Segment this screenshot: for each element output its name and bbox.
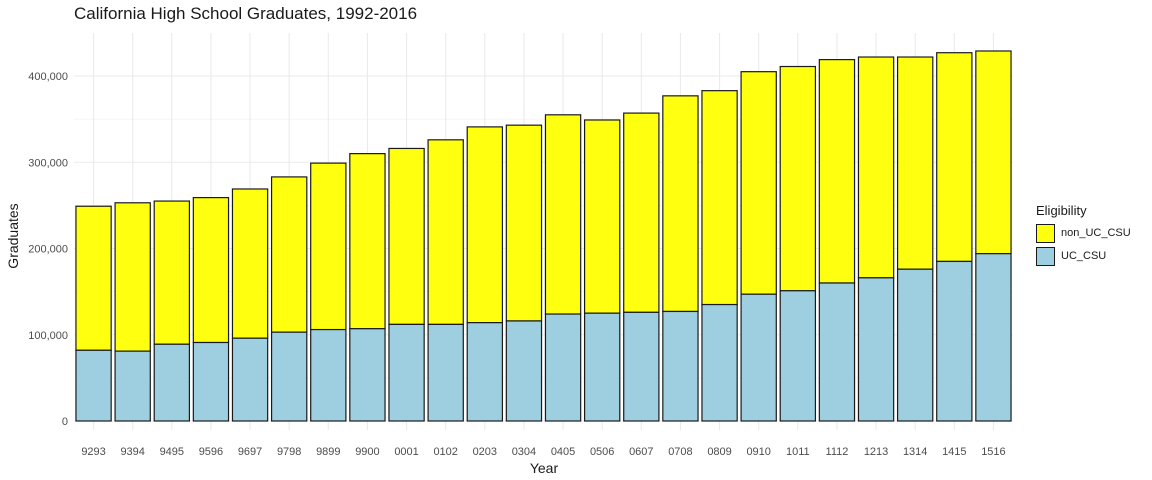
x-tick-label: 9899 (316, 446, 340, 458)
bar-non-uc-csu (544, 114, 582, 315)
bar-uc-csu (857, 277, 895, 422)
legend-item-non-uc-csu: non_UC_CSU (1036, 222, 1146, 244)
y-tick-label: 400,000 (28, 71, 68, 83)
x-tick-label: 9293 (81, 446, 105, 458)
chart-title: California High School Graduates, 1992-2… (74, 4, 418, 23)
bar-non-uc-csu (857, 56, 895, 279)
bar-non-uc-csu (231, 188, 269, 339)
bar-uc-csu (192, 341, 230, 422)
bar-non-uc-csu (896, 56, 934, 270)
bar-uc-csu (818, 282, 856, 422)
x-tick-label: 9798 (277, 446, 301, 458)
bar-non-uc-csu (701, 90, 738, 306)
x-tick-label: 0708 (668, 446, 692, 458)
x-tick-label: 0506 (590, 446, 614, 458)
bar-uc-csu (349, 328, 386, 422)
y-axis-title: Graduates (5, 203, 21, 268)
bar-non-uc-csu (270, 176, 308, 333)
legend-key-uc-csu (1036, 246, 1055, 266)
x-tick-label: 0910 (746, 446, 770, 458)
legend-item-uc-csu: UC_CSU (1036, 245, 1146, 267)
y-tick-label: 300,000 (28, 157, 68, 169)
bar-non-uc-csu (662, 95, 699, 313)
bar-uc-csu (466, 322, 504, 422)
x-tick-label: 1415 (942, 446, 966, 458)
x-tick-label: 0102 (433, 446, 457, 458)
bar-uc-csu (231, 337, 269, 422)
x-tick-label: 0304 (512, 446, 536, 458)
bar-non-uc-csu (779, 65, 817, 292)
bar-uc-csu (427, 323, 464, 422)
x-tick-label: 1011 (786, 446, 810, 458)
bar-uc-csu (505, 320, 543, 422)
x-tick-label: 1314 (903, 446, 927, 458)
bar-uc-csu (975, 253, 1012, 422)
bar-non-uc-csu (388, 147, 425, 325)
y-tick-label: 200,000 (28, 244, 68, 256)
legend-label-non-uc-csu: non_UC_CSU (1061, 227, 1131, 239)
legend: Eligibility non_UC_CSU UC_CSU (1036, 203, 1146, 268)
bar-uc-csu (75, 349, 112, 422)
bar-non-uc-csu (505, 124, 543, 322)
x-tick-label: 9495 (160, 446, 184, 458)
bar-uc-csu (544, 313, 582, 422)
bar-uc-csu (388, 323, 425, 422)
x-axis-title: Year (530, 460, 559, 476)
bar-uc-csu (779, 290, 817, 422)
bar-uc-csu (623, 311, 660, 422)
x-tick-label: 0809 (707, 446, 731, 458)
legend-title: Eligibility (1036, 203, 1087, 218)
bar-non-uc-csu (114, 202, 151, 352)
bar-uc-csu (583, 312, 621, 422)
bar-uc-csu (153, 343, 191, 422)
bar-uc-csu (114, 350, 151, 422)
bar-non-uc-csu (192, 197, 230, 344)
bar-non-uc-csu (427, 139, 464, 325)
bar-uc-csu (310, 328, 347, 422)
bar-uc-csu (701, 303, 738, 422)
x-tick-label: 1516 (981, 446, 1005, 458)
bar-uc-csu (936, 260, 973, 422)
bar-non-uc-csu (310, 162, 347, 331)
x-tick-label: 9394 (120, 446, 144, 458)
bar-non-uc-csu (936, 52, 973, 263)
x-tick-label: 1213 (864, 446, 888, 458)
x-tick-label: 0405 (551, 446, 575, 458)
x-tick-label: 0203 (473, 446, 497, 458)
bar-uc-csu (662, 310, 699, 422)
bar-non-uc-csu (623, 112, 660, 313)
bar-uc-csu (896, 268, 934, 422)
legend-label-uc-csu: UC_CSU (1061, 250, 1107, 262)
bar-non-uc-csu (349, 153, 386, 330)
legend-key-non-uc-csu (1036, 223, 1055, 243)
bar-non-uc-csu (466, 126, 504, 324)
x-tick-label: 0607 (629, 446, 653, 458)
bar-non-uc-csu (818, 59, 856, 284)
bar-non-uc-csu (975, 50, 1012, 255)
bar-non-uc-csu (740, 71, 777, 295)
x-tick-label: 9596 (199, 446, 223, 458)
bar-uc-csu (270, 331, 308, 422)
bar-non-uc-csu (583, 119, 621, 314)
bar-uc-csu (740, 293, 777, 422)
x-axis-ticks: 9293 9394 9495 9596 9697 9798 9899 9900 0001 0102… (81, 446, 1005, 458)
y-tick-label: 0 (62, 416, 68, 428)
y-tick-label: 100,000 (28, 330, 68, 342)
bar-layer (75, 50, 1012, 422)
x-tick-label: 9900 (355, 446, 379, 458)
bar-non-uc-csu (75, 205, 112, 351)
x-tick-label: 1112 (826, 446, 849, 458)
x-tick-label: 9697 (238, 446, 262, 458)
x-tick-label: 0001 (394, 446, 418, 458)
y-axis-ticks: 0 100,000 200,000 300,000 400,000 (28, 71, 68, 428)
bar-non-uc-csu (153, 200, 191, 345)
